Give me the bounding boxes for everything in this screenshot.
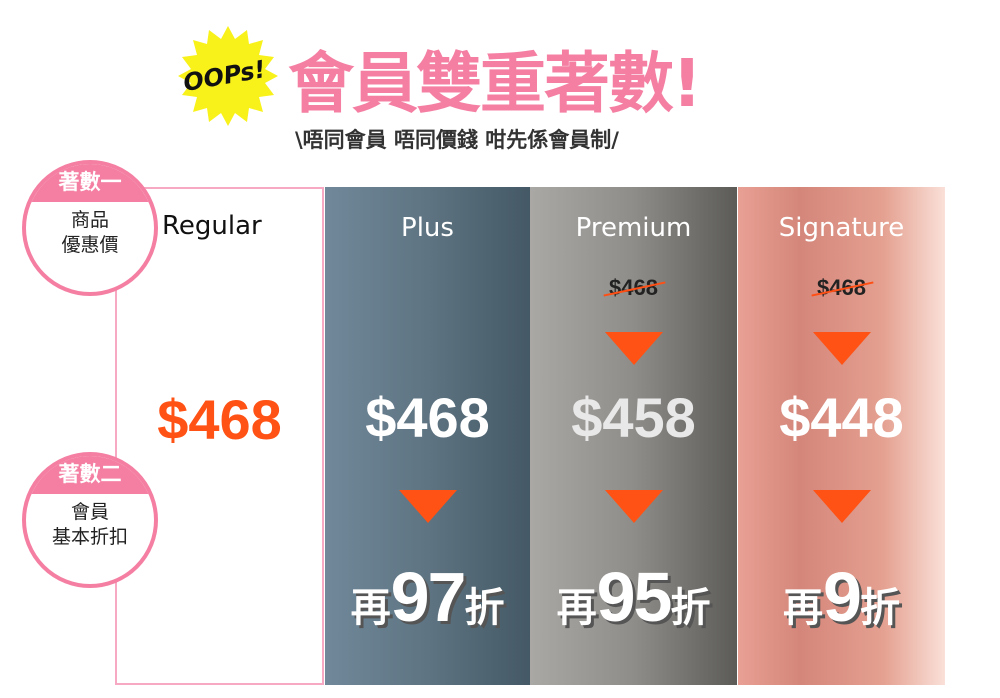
discount-prefix: 再 xyxy=(783,585,824,631)
oops-burst-icon xyxy=(178,26,278,126)
tier-signature: Signature $468 $448 再9折 xyxy=(738,187,945,685)
tier-regular: Regular $468 xyxy=(115,187,324,685)
tier-price: $468 xyxy=(157,388,282,451)
original-price-text: $468 xyxy=(609,275,658,300)
discount-value: 95 xyxy=(596,558,673,636)
discount-suffix: 折 xyxy=(859,585,900,631)
discount-prefix: 再 xyxy=(350,585,391,631)
page-subtitle: \唔同會員 唔同價錢 咁先係會員制/ xyxy=(295,128,619,152)
tier-premium: Premium $468 $458 再95折 xyxy=(530,187,737,685)
tier-plus: Plus $468 再97折 xyxy=(325,187,530,685)
down-arrow-icon xyxy=(604,332,663,365)
tier-discount: 再97折 xyxy=(325,557,530,637)
tier-price: $468 xyxy=(365,386,490,449)
step-text: 優惠價 xyxy=(61,234,119,256)
down-arrow-icon xyxy=(812,490,871,523)
step-label: 著數一 xyxy=(26,164,154,202)
page-title: 會員雙重著數! xyxy=(288,45,702,122)
tier-discount: 再9折 xyxy=(738,557,945,637)
step-text: 會員 xyxy=(70,501,109,523)
tier-name: Premium xyxy=(575,213,692,243)
discount-value: 9 xyxy=(823,558,862,636)
step-two-badge: 著數二 會員 基本折扣 xyxy=(22,452,158,588)
original-price: $468 xyxy=(530,275,737,301)
discount-prefix: 再 xyxy=(556,585,597,631)
step-text: 基本折扣 xyxy=(51,526,128,548)
tier-name: Signature xyxy=(778,213,905,243)
step-one-badge: 著數一 商品 優惠價 xyxy=(22,160,158,296)
tier-price: $458 xyxy=(571,386,696,449)
discount-suffix: 折 xyxy=(464,585,505,631)
discount-suffix: 折 xyxy=(670,585,711,631)
down-arrow-icon xyxy=(812,332,871,365)
original-price-text: $468 xyxy=(817,275,866,300)
discount-value: 97 xyxy=(390,558,467,636)
tier-discount: 再95折 xyxy=(530,557,737,637)
tier-name: Plus xyxy=(401,213,454,243)
step-text: 商品 xyxy=(70,209,109,231)
down-arrow-icon xyxy=(398,490,457,523)
original-price: $468 xyxy=(738,275,945,301)
down-arrow-icon xyxy=(604,490,663,523)
tier-name: Regular xyxy=(162,211,262,241)
tier-price: $448 xyxy=(779,386,904,449)
